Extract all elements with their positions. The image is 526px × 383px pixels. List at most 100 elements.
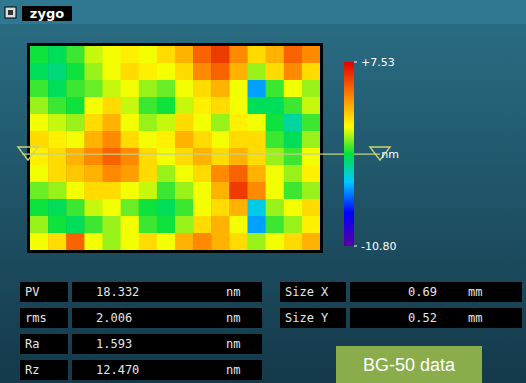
cell [157, 199, 176, 217]
stat-label-box [20, 282, 68, 302]
cell [139, 182, 158, 200]
cell [193, 114, 212, 132]
cell [157, 233, 176, 250]
cell [302, 199, 320, 217]
cell [157, 148, 176, 166]
stat-value: 0.69 [408, 285, 437, 299]
cell [48, 97, 67, 115]
cell [302, 114, 320, 132]
cell [121, 165, 140, 183]
cell [229, 46, 248, 64]
cell [121, 216, 140, 234]
cell [248, 216, 267, 234]
cell [121, 63, 140, 81]
heatmap [30, 46, 320, 250]
cell [266, 97, 285, 115]
stat-value: 18.332 [96, 285, 139, 299]
window-icon [5, 7, 16, 18]
stat-value: 12.470 [96, 363, 139, 377]
cell [211, 80, 230, 98]
stat-label-box [20, 308, 68, 328]
cell [175, 216, 194, 234]
cell [229, 165, 248, 183]
cell [66, 63, 85, 81]
cell [211, 97, 230, 115]
stat-value-box [350, 308, 522, 328]
cell [103, 80, 122, 98]
cell [66, 80, 85, 98]
cell [266, 46, 285, 64]
cell [211, 131, 230, 149]
cell [157, 80, 176, 98]
background [0, 0, 526, 383]
stat-value-box [350, 282, 522, 302]
colorbar-label: +7.53 [361, 56, 395, 69]
cell [84, 131, 103, 149]
cell [48, 182, 67, 200]
colorbar-tick [354, 246, 357, 247]
cell [84, 46, 103, 64]
stat-unit: mm [468, 285, 482, 299]
cell [84, 114, 103, 132]
cell [66, 148, 85, 166]
cell [266, 216, 285, 234]
cell [193, 80, 212, 98]
cell [175, 148, 194, 166]
title-box [22, 6, 72, 21]
stat-value-box [72, 334, 262, 354]
cell [229, 131, 248, 149]
profile-line [22, 154, 380, 155]
cell [229, 148, 248, 166]
cell [139, 165, 158, 183]
cell [84, 216, 103, 234]
cell [121, 148, 140, 166]
cell [266, 182, 285, 200]
colorbar [344, 62, 354, 246]
cell [229, 233, 248, 250]
cell [30, 63, 49, 81]
colorbar-label: -10.80 [361, 240, 396, 253]
cell [139, 199, 158, 217]
cell [284, 114, 303, 132]
cell [121, 46, 140, 64]
cell [284, 216, 303, 234]
cell [302, 131, 320, 149]
cell [248, 80, 267, 98]
cell [139, 97, 158, 115]
cell [66, 131, 85, 149]
cell [211, 165, 230, 183]
stat-unit: nm [226, 337, 240, 351]
cell [175, 63, 194, 81]
stat-label-box [280, 282, 346, 302]
window-icon-inner [8, 10, 13, 15]
cell [302, 165, 320, 183]
cell [121, 199, 140, 217]
cell [139, 233, 158, 250]
cell [266, 80, 285, 98]
cell [103, 216, 122, 234]
cell [30, 131, 49, 149]
cell [30, 216, 49, 234]
cell [157, 114, 176, 132]
cell [30, 199, 49, 217]
cell [266, 131, 285, 149]
cell [103, 63, 122, 81]
cell [48, 216, 67, 234]
cell [139, 131, 158, 149]
cell [139, 216, 158, 234]
cell [157, 46, 176, 64]
stat-value-box [72, 308, 262, 328]
cell [103, 114, 122, 132]
map-frame [27, 43, 323, 253]
cell [139, 80, 158, 98]
cell [175, 182, 194, 200]
cell [157, 216, 176, 234]
cell [157, 131, 176, 149]
stat-value: 2.006 [96, 311, 132, 325]
cell [248, 97, 267, 115]
cell [175, 199, 194, 217]
cell [302, 63, 320, 81]
cell [211, 114, 230, 132]
stat-label: PV [25, 285, 39, 299]
cell [211, 199, 230, 217]
